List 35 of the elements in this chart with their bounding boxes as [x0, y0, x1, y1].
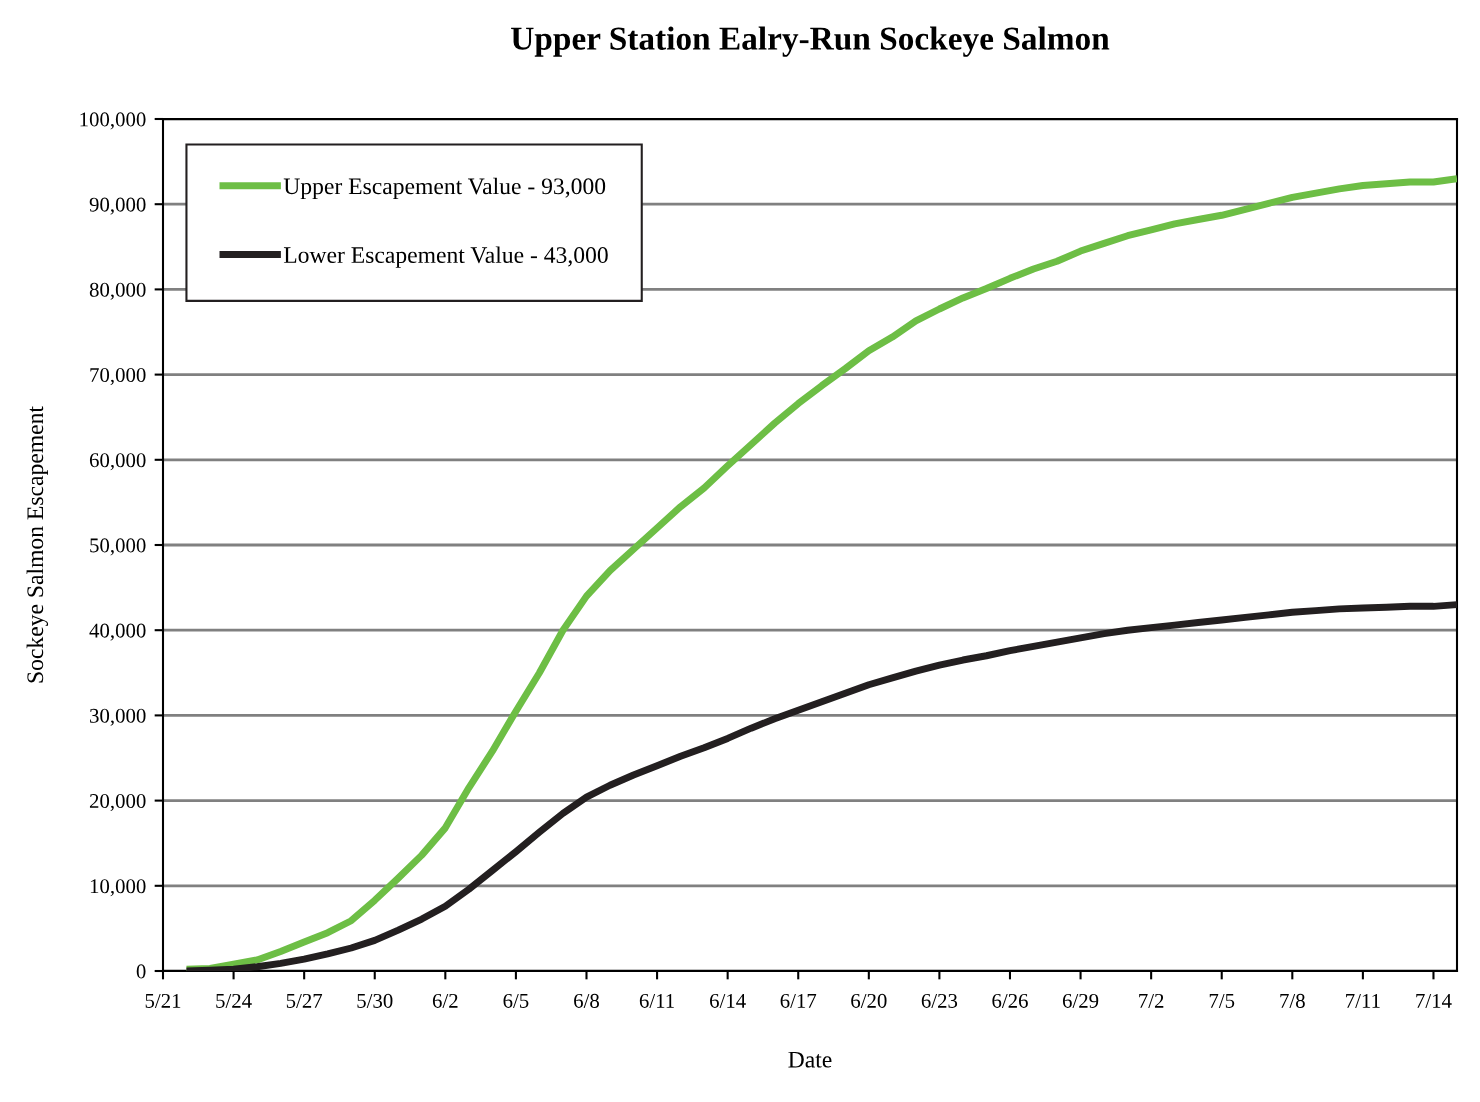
y-tick-label: 100,000	[80, 112, 146, 130]
x-tick-label: 6/14	[710, 993, 746, 1008]
y-tick-label: 70,000	[90, 367, 146, 386]
y-tick-label: 80,000	[89, 282, 146, 300]
y-axis-title: Sockeye Salmon Escapement	[26, 406, 49, 683]
x-tick-label: 6/8	[574, 993, 600, 1008]
x-tick-label: 6/11	[639, 993, 674, 1008]
chart-title: Upper Station Ealry-Run Sockeye Salmon	[511, 26, 1110, 57]
x-tick-label: 5/21	[145, 993, 181, 1008]
y-tick-label: 0	[136, 964, 146, 979]
x-tick-label: 7/14	[1416, 993, 1452, 1008]
x-tick-label: 6/5	[503, 993, 529, 1008]
y-tick-label: 50,000	[90, 538, 146, 556]
x-tick-label: 7/11	[1346, 993, 1380, 1008]
x-tick-label: 6/29	[1062, 993, 1099, 1008]
x-tick-label: 7/8	[1280, 993, 1305, 1008]
x-axis-title: Date	[788, 1051, 832, 1068]
x-tick-label: 6/20	[851, 993, 887, 1008]
x-tick-label: 5/27	[286, 993, 323, 1008]
x-tick-label: 7/2	[1139, 993, 1164, 1008]
x-tick-label: 6/17	[780, 993, 817, 1008]
x-tick-label: 6/2	[432, 993, 458, 1008]
x-tick-label: 5/24	[216, 993, 252, 1008]
y-tick-label: 30,000	[90, 708, 146, 726]
x-tick-label: 7/5	[1209, 993, 1235, 1008]
legend-label: Lower Escapement Value - 43,000	[283, 246, 608, 268]
y-tick-label: 40,000	[89, 623, 146, 641]
x-tick-label: 5/30	[357, 993, 393, 1008]
x-tick-label: 6/26	[992, 993, 1028, 1008]
y-tick-label: 20,000	[89, 793, 146, 812]
y-tick-label: 60,000	[89, 453, 146, 471]
y-tick-label: 10,000	[90, 879, 146, 897]
y-tick-label: 90,000	[89, 197, 146, 215]
legend-label: Upper Escapement Value - 93,000	[283, 177, 606, 200]
x-tick-label: 6/23	[921, 993, 958, 1008]
